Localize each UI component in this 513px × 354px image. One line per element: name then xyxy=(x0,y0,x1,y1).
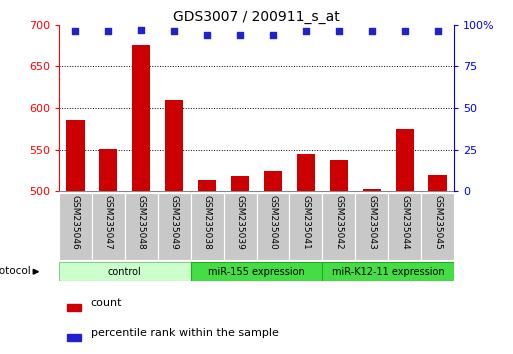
Bar xyxy=(198,180,216,191)
Bar xyxy=(428,175,447,191)
Point xyxy=(203,32,211,38)
Text: count: count xyxy=(91,298,122,308)
Bar xyxy=(191,262,322,281)
Bar xyxy=(289,193,322,260)
Bar xyxy=(297,154,315,191)
Point xyxy=(401,29,409,34)
Text: GSM235045: GSM235045 xyxy=(433,195,442,250)
Point xyxy=(269,32,277,38)
Text: miR-155 expression: miR-155 expression xyxy=(208,267,305,277)
Point xyxy=(368,29,376,34)
Text: control: control xyxy=(108,267,142,277)
Text: GSM235043: GSM235043 xyxy=(367,195,376,250)
Text: miR-K12-11 expression: miR-K12-11 expression xyxy=(332,267,444,277)
Bar xyxy=(421,193,454,260)
Bar xyxy=(396,129,413,191)
Text: GSM235046: GSM235046 xyxy=(71,195,80,250)
Bar xyxy=(256,193,289,260)
Bar xyxy=(125,193,158,260)
Bar xyxy=(67,304,81,311)
Text: GSM235039: GSM235039 xyxy=(235,195,245,250)
Point xyxy=(104,29,112,34)
Bar xyxy=(165,99,183,191)
Text: GSM235041: GSM235041 xyxy=(301,195,310,250)
Bar xyxy=(59,193,92,260)
Point xyxy=(334,29,343,34)
Bar xyxy=(67,334,81,341)
Bar xyxy=(66,120,85,191)
Text: percentile rank within the sample: percentile rank within the sample xyxy=(91,328,279,338)
Bar xyxy=(100,149,117,191)
Title: GDS3007 / 200911_s_at: GDS3007 / 200911_s_at xyxy=(173,10,340,24)
Bar xyxy=(322,262,454,281)
Text: protocol: protocol xyxy=(0,266,31,276)
Point xyxy=(71,29,80,34)
Text: GSM235049: GSM235049 xyxy=(170,195,179,250)
Bar xyxy=(158,193,191,260)
Bar xyxy=(231,176,249,191)
Bar xyxy=(330,160,348,191)
Bar xyxy=(264,171,282,191)
Bar xyxy=(355,193,388,260)
Text: GSM235040: GSM235040 xyxy=(268,195,278,250)
Point xyxy=(170,29,179,34)
Bar xyxy=(363,189,381,191)
Point xyxy=(433,29,442,34)
Text: GSM235044: GSM235044 xyxy=(400,195,409,250)
Bar xyxy=(191,193,224,260)
Point xyxy=(137,27,145,33)
Bar xyxy=(92,193,125,260)
Text: GSM235042: GSM235042 xyxy=(334,195,343,250)
Point xyxy=(236,32,244,38)
Bar xyxy=(224,193,256,260)
Bar xyxy=(59,262,191,281)
Point xyxy=(302,29,310,34)
Text: GSM235048: GSM235048 xyxy=(137,195,146,250)
Bar xyxy=(322,193,355,260)
Bar xyxy=(388,193,421,260)
Bar xyxy=(132,45,150,191)
Text: GSM235038: GSM235038 xyxy=(203,195,212,250)
Text: GSM235047: GSM235047 xyxy=(104,195,113,250)
